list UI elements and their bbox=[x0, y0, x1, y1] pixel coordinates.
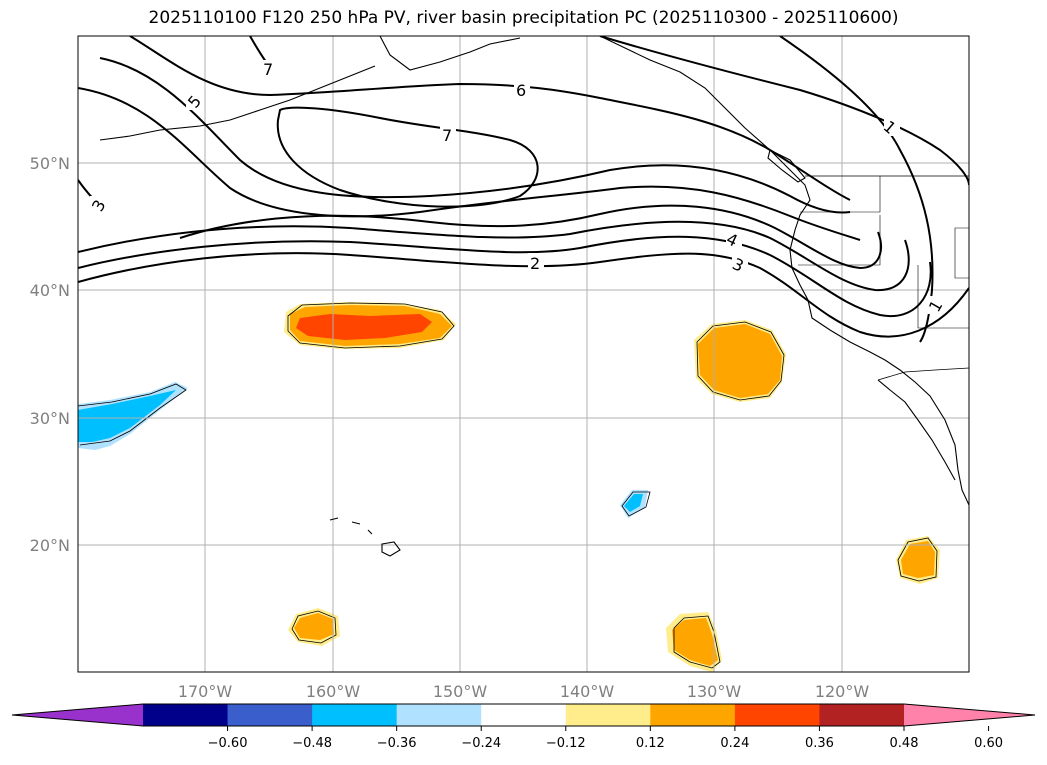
pv-contour-2-southern bbox=[78, 252, 969, 338]
label-bg-4 bbox=[726, 230, 742, 248]
pv-contour-labels: 7 5 6 7 3 1 4 3 2 1 bbox=[88, 60, 946, 315]
lon-label-170w: 170°W bbox=[178, 682, 233, 701]
colorbar-segment bbox=[819, 704, 905, 726]
state-borders bbox=[798, 176, 969, 329]
negative-anomaly-23n-core bbox=[624, 494, 643, 512]
outline-23n bbox=[621, 491, 651, 517]
colorbar-tick-label: 0.36 bbox=[805, 736, 834, 751]
label-bg-3 bbox=[732, 255, 748, 273]
colorbar-segment bbox=[565, 704, 651, 726]
colorbar-tick-label: −0.36 bbox=[377, 736, 417, 751]
latitude-labels: 50°N 40°N 30°N 20°N bbox=[30, 154, 70, 555]
pv-contour-6 bbox=[99, 57, 851, 214]
lon-label-130w: 130°W bbox=[687, 682, 742, 701]
us-mexico-border bbox=[877, 367, 969, 381]
pv-contour-7-inner bbox=[276, 106, 539, 208]
colorbar-tick-label: 0.24 bbox=[720, 736, 749, 751]
lon-label-150w: 150°W bbox=[433, 682, 488, 701]
colorbar-segment bbox=[312, 704, 398, 726]
colorbar: −0.60 −0.48 −0.36 −0.24 −0.12 0.12 0.24 0.36 0.4… bbox=[11, 703, 1036, 751]
label-bg-5 bbox=[186, 92, 202, 110]
longitude-labels: 170°W 160°W 150°W 140°W 130°W 120°W bbox=[178, 682, 870, 701]
colorbar-segment bbox=[734, 704, 820, 726]
alaska-coast bbox=[379, 36, 521, 71]
positive-anomaly-12n-east-core bbox=[672, 618, 718, 666]
precipitation-shading bbox=[78, 302, 940, 672]
plot-background bbox=[78, 36, 969, 672]
label-bg-1s bbox=[926, 296, 942, 314]
positive-anomaly-35n-core bbox=[698, 324, 782, 398]
pv-contour-1-east bbox=[599, 36, 969, 186]
map-title: 2025110100 F120 250 hPa PV, river basin … bbox=[148, 8, 899, 28]
positive-anomaly-13n-west-core bbox=[294, 613, 334, 640]
north-american-coast bbox=[599, 36, 969, 506]
lon-label-140w: 140°W bbox=[560, 682, 615, 701]
colorbar-tick-label: −0.24 bbox=[461, 736, 501, 751]
lat-label-50n: 50°N bbox=[30, 154, 70, 173]
outline-37n bbox=[287, 302, 455, 349]
lat-label-20n: 20°N bbox=[30, 536, 70, 555]
outline-13n-west bbox=[291, 610, 337, 644]
negative-anomaly-west-core bbox=[78, 390, 176, 442]
lon-label-120w: 120°W bbox=[815, 682, 870, 701]
colorbar-tick-label: 0.12 bbox=[636, 736, 665, 751]
gridlines bbox=[78, 36, 969, 672]
anomaly-outlines bbox=[78, 302, 938, 669]
lon-label-160w: 160°W bbox=[306, 682, 361, 701]
colorbar-outline bbox=[11, 703, 1036, 727]
label-bg-7 bbox=[440, 126, 456, 144]
colorbar-segment bbox=[396, 704, 482, 726]
colorbar-arrow-low bbox=[12, 704, 143, 726]
lat-label-30n: 30°N bbox=[30, 409, 70, 428]
colorbar-segment bbox=[227, 704, 313, 726]
outline-35n bbox=[696, 321, 785, 401]
aleutian-chain bbox=[99, 65, 376, 141]
colorbar-tick-label: −0.60 bbox=[208, 736, 248, 751]
colorbar-segment bbox=[650, 704, 736, 726]
map-plot-area: 7 5 6 7 3 1 4 3 2 1 bbox=[77, 35, 970, 673]
colorbar-segment bbox=[481, 704, 567, 726]
colorbar-segment bbox=[143, 704, 229, 726]
lat-label-40n: 40°N bbox=[30, 281, 70, 300]
plot-frame bbox=[77, 35, 970, 673]
coastlines bbox=[99, 36, 969, 557]
pv-contour-3 bbox=[78, 220, 910, 292]
outline-12n-east bbox=[673, 615, 721, 669]
label-bg-6 bbox=[514, 80, 530, 98]
label-bg-1n bbox=[884, 118, 900, 136]
hawaii-islands bbox=[329, 517, 401, 557]
colorbar-tick-label: −0.12 bbox=[546, 736, 586, 751]
pv-label-2: 2 bbox=[530, 254, 540, 273]
pv-label-6: 6 bbox=[516, 81, 526, 100]
vancouver-island bbox=[767, 149, 806, 183]
label-bg-7nw bbox=[260, 60, 276, 78]
pv-label-7: 7 bbox=[442, 126, 452, 145]
pv-label-7-nw: 7 bbox=[263, 60, 273, 79]
label-bg-2 bbox=[528, 253, 544, 271]
pv-contour-2 bbox=[78, 235, 932, 318]
pv-contour-5 bbox=[78, 87, 861, 241]
outline-18n bbox=[897, 537, 938, 582]
baja-peninsula bbox=[877, 379, 956, 481]
colorbar-tick-label: 0.48 bbox=[890, 736, 919, 751]
positive-anomaly-37n-core bbox=[296, 314, 432, 340]
positive-anomaly-18n-core bbox=[901, 541, 935, 578]
colorbar-tick-label: −0.48 bbox=[292, 736, 332, 751]
colorbar-arrow-high bbox=[904, 704, 1035, 726]
outline-west bbox=[78, 383, 187, 446]
colorbar-tick-label: 0.60 bbox=[974, 736, 1003, 751]
pv-contours bbox=[78, 36, 969, 343]
label-bg-3w bbox=[90, 196, 106, 214]
